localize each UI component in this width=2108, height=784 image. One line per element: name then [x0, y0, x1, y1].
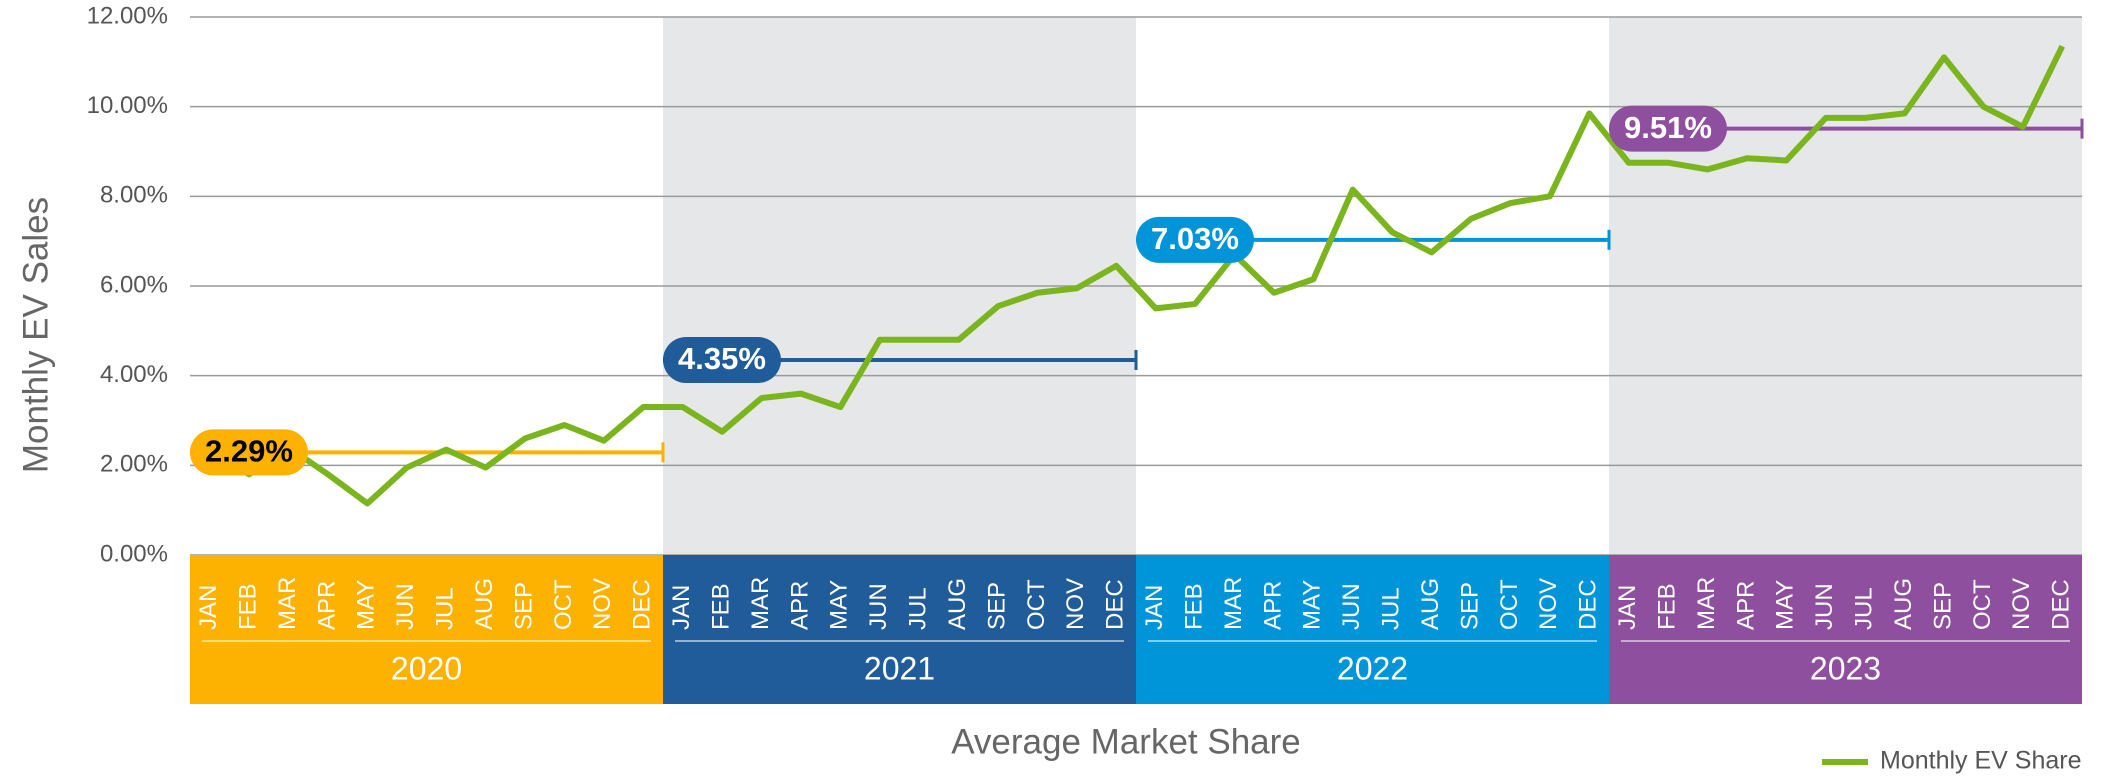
x-tick-label: MAR [274, 577, 301, 630]
y-tick-label: 8.00% [100, 182, 168, 209]
x-tick-label: JAN [1141, 585, 1168, 630]
x-tick-label: FEB [1653, 583, 1680, 630]
x-tick-label: JUN [1811, 583, 1838, 630]
y-tick-label: 0.00% [100, 540, 168, 567]
x-tick-label: SEP [510, 582, 537, 630]
y-axis-label: Monthly EV Sales [16, 197, 55, 473]
x-tick-label: AUG [471, 578, 498, 630]
year-label: 2021 [864, 650, 935, 686]
average-label: 4.35% [678, 341, 766, 376]
legend-label: Monthly EV Share [1880, 747, 2082, 775]
x-tick-label: DEC [1575, 579, 1602, 630]
x-tick-label: APR [786, 581, 813, 630]
year-band [1609, 555, 2082, 704]
x-tick-label: DEC [1102, 579, 1129, 630]
x-tick-label: FEB [234, 583, 261, 630]
x-tick-label: MAR [747, 577, 774, 630]
x-tick-label: JUN [865, 583, 892, 630]
x-tick-label: JUL [432, 587, 459, 630]
x-tick-label: JAN [195, 585, 222, 630]
average-pill [1609, 105, 1727, 152]
x-tick-label: APR [1732, 581, 1759, 630]
x-axis-label: Average Market Share [951, 722, 1301, 761]
x-tick-label: SEP [1456, 582, 1483, 630]
x-tick-label: NOV [1535, 578, 1562, 630]
x-tick-label: MAY [1772, 580, 1799, 630]
x-tick-label: JAN [668, 585, 695, 630]
x-tick-label: FEB [1180, 583, 1207, 630]
x-tick-label: OCT [1023, 579, 1050, 630]
year-band [663, 555, 1136, 704]
year-label: 2022 [1337, 650, 1408, 686]
x-tick-label: JAN [1614, 585, 1641, 630]
x-tick-label: MAY [353, 580, 380, 630]
y-tick-label: 6.00% [100, 271, 168, 298]
y-tick-label: 10.00% [87, 92, 168, 119]
x-tick-label: MAR [1220, 577, 1247, 630]
average-pill [190, 429, 308, 476]
average-label: 7.03% [1151, 221, 1239, 256]
x-tick-label: JUL [905, 587, 932, 630]
x-tick-label: AUG [1417, 578, 1444, 630]
average-pill [663, 336, 781, 383]
x-tick-label: SEP [983, 582, 1010, 630]
x-tick-label: AUG [944, 578, 971, 630]
x-tick-label: MAY [826, 580, 853, 630]
x-tick-label: JUL [1851, 587, 1878, 630]
year-band [190, 555, 663, 704]
year-label: 2020 [391, 650, 462, 686]
x-tick-label: SEP [1929, 582, 1956, 630]
x-tick-label: MAY [1299, 580, 1326, 630]
x-tick-label: JUL [1378, 587, 1405, 630]
data-line [208, 44, 2065, 507]
year-band [1136, 555, 1609, 704]
x-tick-label: OCT [1496, 579, 1523, 630]
x-tick-label: OCT [1969, 579, 1996, 630]
x-tick-label: JUN [392, 583, 419, 630]
y-tick-label: 4.00% [100, 361, 168, 388]
x-tick-label: APR [313, 581, 340, 630]
x-tick-label: DEC [2048, 579, 2075, 630]
y-tick-label: 12.00% [87, 2, 168, 29]
x-tick-label: NOV [2008, 578, 2035, 630]
year-label: 2023 [1810, 650, 1881, 686]
average-label: 2.29% [205, 434, 293, 469]
x-tick-label: OCT [550, 579, 577, 630]
x-tick-label: MAR [1693, 577, 1720, 630]
x-tick-label: AUG [1890, 578, 1917, 630]
x-tick-label: NOV [1062, 578, 1089, 630]
x-tick-label: APR [1259, 581, 1286, 630]
x-tick-label: JUN [1338, 583, 1365, 630]
x-tick-label: DEC [629, 579, 656, 630]
x-tick-label: FEB [707, 583, 734, 630]
average-pill [1136, 216, 1254, 263]
y-tick-label: 2.00% [100, 451, 168, 478]
average-label: 9.51% [1624, 110, 1712, 145]
x-tick-label: NOV [589, 578, 616, 630]
